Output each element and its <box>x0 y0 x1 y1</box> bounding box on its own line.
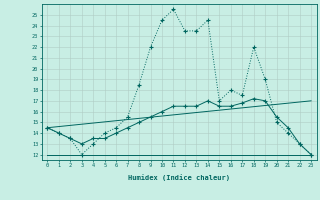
X-axis label: Humidex (Indice chaleur): Humidex (Indice chaleur) <box>128 174 230 181</box>
